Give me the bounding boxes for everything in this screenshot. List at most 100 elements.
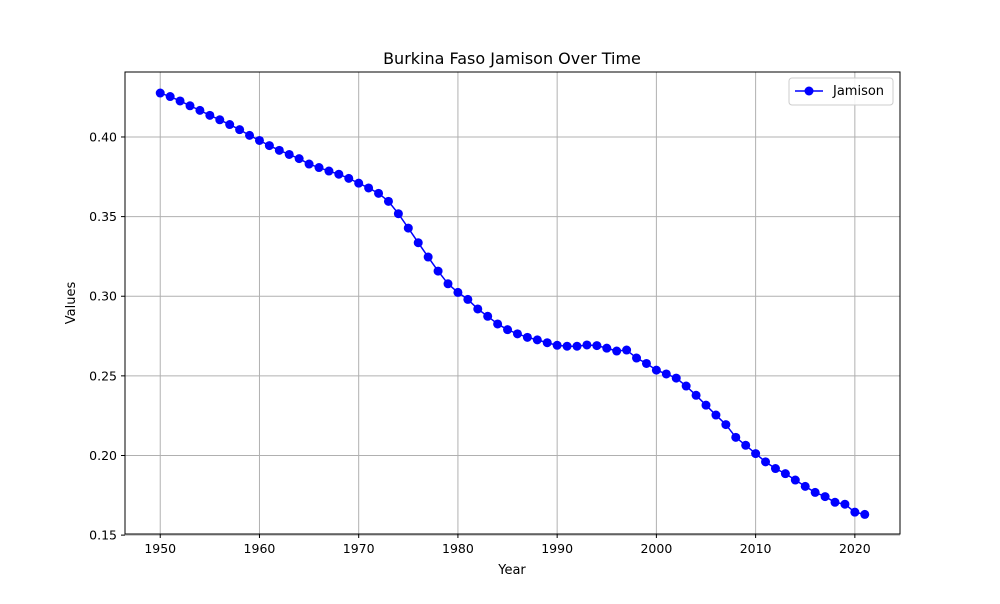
data-point <box>413 238 423 248</box>
data-point <box>453 287 463 297</box>
data-point <box>254 135 264 145</box>
data-point <box>284 149 294 159</box>
data-point <box>800 481 810 491</box>
data-point <box>721 420 731 430</box>
data-point <box>175 96 185 106</box>
data-point <box>235 125 245 135</box>
series-layer <box>155 88 870 519</box>
y-tick-label: 0.40 <box>89 129 117 144</box>
data-point <box>324 166 334 176</box>
data-point <box>155 88 165 98</box>
data-point <box>850 507 860 517</box>
data-point <box>393 209 403 219</box>
data-point <box>383 196 393 206</box>
data-point <box>691 390 701 400</box>
legend-box <box>788 77 894 106</box>
legend-marker-swatch <box>804 86 814 96</box>
data-point <box>741 440 751 450</box>
data-point <box>314 163 324 173</box>
data-point <box>602 343 612 353</box>
data-point <box>661 369 671 379</box>
x-axis-label: Year <box>497 563 526 578</box>
data-point <box>830 497 840 507</box>
legend: Jamison <box>788 77 894 106</box>
data-point <box>701 400 711 410</box>
y-tick-label: 0.15 <box>89 528 117 543</box>
x-tick-label: 2020 <box>839 541 871 556</box>
data-point <box>225 120 235 130</box>
plot-frame <box>124 71 901 535</box>
y-tick-label: 0.25 <box>89 368 117 383</box>
data-point <box>820 492 830 502</box>
y-axis-label: Values <box>64 282 79 325</box>
legend-label: Jamison <box>832 84 884 99</box>
data-point <box>354 178 364 188</box>
data-point <box>294 154 304 164</box>
data-point <box>632 353 642 363</box>
y-tick-label: 0.30 <box>89 289 117 304</box>
data-point <box>622 345 632 355</box>
data-point <box>532 335 542 345</box>
y-axis-ticks: 0.15 0.20 0.25 0.30 0.35 0.40 <box>89 129 125 543</box>
data-point <box>810 487 820 497</box>
data-point <box>552 340 562 350</box>
x-tick-label: 1950 <box>144 541 176 556</box>
data-point <box>612 346 622 356</box>
data-point <box>443 279 453 289</box>
data-point <box>344 173 354 183</box>
data-point <box>205 110 215 120</box>
data-point <box>483 311 493 321</box>
y-tick-label: 0.20 <box>89 448 117 463</box>
data-point <box>473 304 483 314</box>
data-point <box>215 115 225 125</box>
data-point <box>423 252 433 262</box>
data-point <box>671 373 681 383</box>
grid <box>125 72 900 536</box>
x-tick-label: 1970 <box>343 541 375 556</box>
data-point <box>512 329 522 339</box>
data-point <box>364 183 374 193</box>
data-point <box>582 340 592 350</box>
data-point <box>761 457 771 467</box>
data-point <box>860 509 870 519</box>
x-axis-ticks: 1950 1960 1970 1980 1990 2000 2010 2020 <box>144 534 871 556</box>
data-point <box>840 499 850 509</box>
data-point <box>751 449 761 459</box>
data-point <box>542 338 552 348</box>
data-point <box>334 169 344 179</box>
data-point <box>770 464 780 474</box>
data-point <box>493 319 503 329</box>
data-point <box>651 365 661 375</box>
data-point <box>711 410 721 420</box>
data-point <box>274 145 284 155</box>
data-point <box>790 475 800 485</box>
x-tick-label: 1990 <box>541 541 573 556</box>
data-point <box>433 266 443 276</box>
x-tick-label: 2000 <box>640 541 672 556</box>
data-point <box>304 159 314 169</box>
data-point <box>463 294 473 304</box>
data-point <box>592 341 602 351</box>
data-point <box>374 188 384 198</box>
data-point <box>522 332 532 342</box>
data-point <box>195 105 205 115</box>
data-point <box>731 432 741 442</box>
data-point <box>780 469 790 479</box>
data-point <box>185 101 195 111</box>
chart-title: Burkina Faso Jamison Over Time <box>383 49 641 68</box>
data-point <box>503 325 513 335</box>
data-point <box>165 92 175 102</box>
data-point <box>562 341 572 351</box>
x-tick-label: 2010 <box>740 541 772 556</box>
y-tick-label: 0.35 <box>89 209 117 224</box>
x-tick-label: 1960 <box>244 541 276 556</box>
data-point <box>264 141 274 151</box>
data-point <box>245 130 255 140</box>
data-point <box>641 358 651 368</box>
data-point <box>681 381 691 391</box>
data-point <box>403 223 413 233</box>
x-tick-label: 1980 <box>442 541 474 556</box>
data-point <box>572 341 582 351</box>
